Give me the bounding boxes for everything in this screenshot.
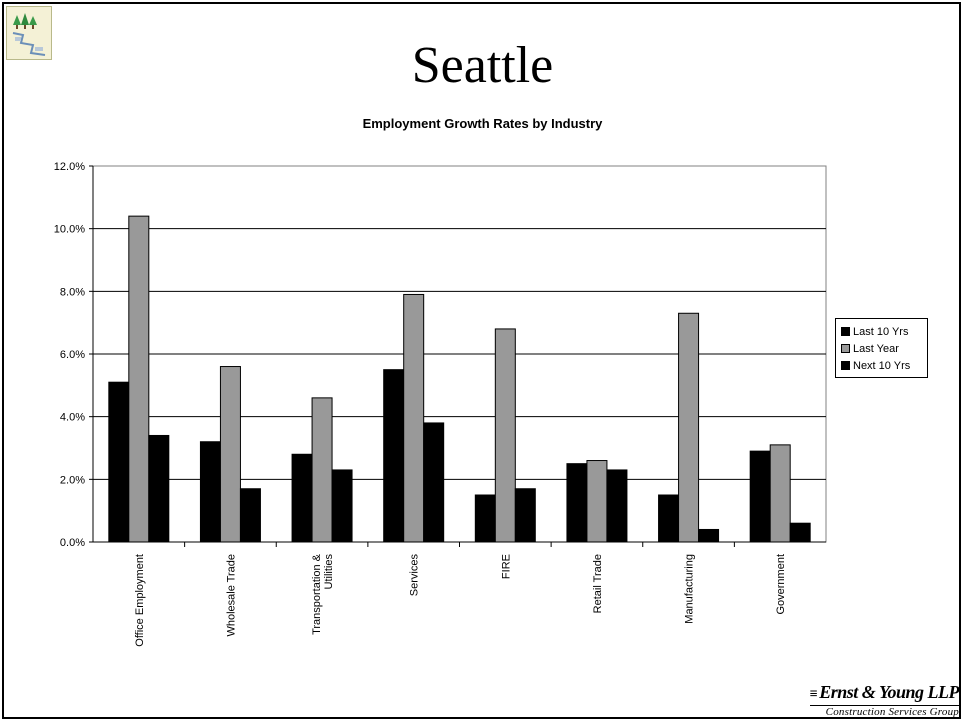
y-tick-label: 10.0% xyxy=(54,224,85,236)
bar-next-10-yrs xyxy=(515,489,535,542)
footer-brand: Ernst & Young LLP xyxy=(819,682,959,702)
bar-last-10-yrs xyxy=(750,451,770,542)
legend-swatch-last-year xyxy=(841,344,850,353)
bar-next-10-yrs xyxy=(607,470,627,542)
bar-next-10-yrs xyxy=(240,489,260,542)
bar-last-10-yrs xyxy=(567,464,587,542)
x-tick-label: Government xyxy=(775,554,787,615)
bar-last-year xyxy=(587,461,607,542)
legend-label-last-year: Last Year xyxy=(853,343,899,355)
y-tick-label: 0.0% xyxy=(60,537,85,549)
bar-last-year xyxy=(495,329,515,542)
x-tick-label: Manufacturing xyxy=(684,554,696,624)
bar-last-10-yrs xyxy=(475,495,495,542)
bar-next-10-yrs xyxy=(699,529,719,542)
ey-bars-icon: ≡ xyxy=(810,687,817,702)
bar-next-10-yrs xyxy=(332,470,352,542)
bar-last-10-yrs xyxy=(109,382,129,542)
bar-last-10-yrs xyxy=(292,454,312,542)
x-tick-label: Wholesale Trade xyxy=(225,554,237,637)
bar-last-year xyxy=(220,367,240,542)
y-tick-label: 12.0% xyxy=(54,161,85,173)
bar-last-year xyxy=(312,398,332,542)
legend-item-last-year: Last Year xyxy=(841,340,927,357)
bar-last-year xyxy=(129,216,149,542)
footer-group: Construction Services Group xyxy=(810,705,959,719)
bar-next-10-yrs xyxy=(790,523,810,542)
ernst-young-logo: ≡ Ernst & Young LLP Construction Services… xyxy=(810,682,959,719)
x-tick-label: Utilities xyxy=(323,554,335,590)
y-tick-label: 8.0% xyxy=(60,286,85,298)
legend-swatch-last-10-yrs xyxy=(841,327,850,336)
bar-next-10-yrs xyxy=(424,423,444,542)
legend-item-last-10-yrs: Last 10 Yrs xyxy=(841,323,927,340)
y-tick-label: 2.0% xyxy=(60,474,85,486)
legend-swatch-next-10-yrs xyxy=(841,361,850,370)
y-tick-label: 6.0% xyxy=(60,349,85,361)
x-tick-label: Services xyxy=(409,554,421,597)
bar-last-10-yrs xyxy=(200,442,220,542)
x-tick-label: FIRE xyxy=(500,554,512,579)
legend-label-next-10-yrs: Next 10 Yrs xyxy=(853,360,910,372)
bar-last-10-yrs xyxy=(659,495,679,542)
chart-legend: Last 10 Yrs Last Year Next 10 Yrs xyxy=(835,318,928,378)
bar-last-year xyxy=(770,445,790,542)
x-tick-label: Transportation & xyxy=(311,553,323,635)
y-tick-label: 4.0% xyxy=(60,412,85,424)
legend-item-next-10-yrs: Next 10 Yrs xyxy=(841,357,927,374)
x-tick-label: Retail Trade xyxy=(592,554,604,613)
bar-last-10-yrs xyxy=(384,370,404,542)
x-tick-label: Office Employment xyxy=(134,554,146,647)
bar-last-year xyxy=(679,313,699,542)
bar-last-year xyxy=(404,294,424,542)
legend-label-last-10-yrs: Last 10 Yrs xyxy=(853,326,908,338)
bar-next-10-yrs xyxy=(149,435,169,542)
